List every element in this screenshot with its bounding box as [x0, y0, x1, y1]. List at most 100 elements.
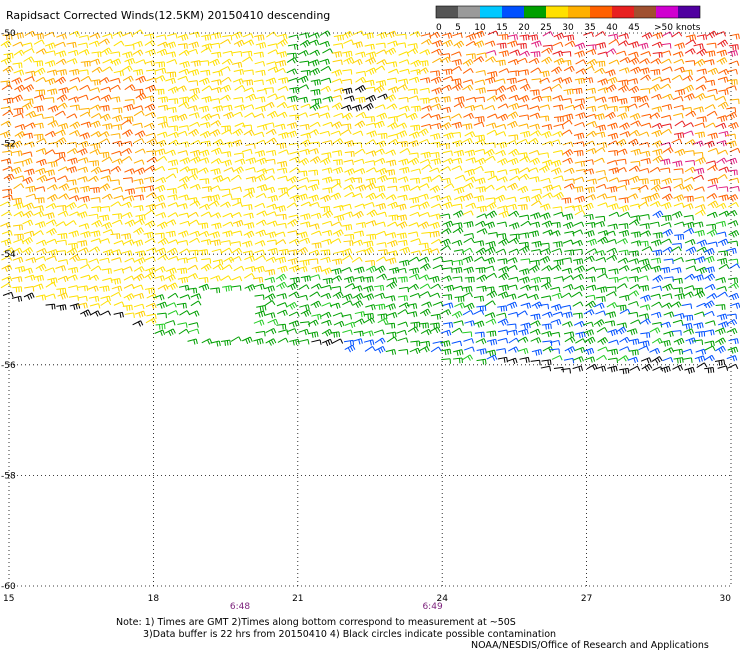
wind-barb — [596, 170, 606, 175]
wind-barb — [651, 240, 661, 246]
wind-barb — [211, 148, 221, 155]
wind-barb — [135, 251, 145, 257]
wind-barb — [36, 159, 46, 166]
wind-barb — [542, 193, 552, 199]
wind-barb — [496, 349, 506, 354]
wind-barb — [718, 90, 728, 95]
wind-barb — [342, 301, 352, 306]
wind-barb — [631, 267, 641, 273]
wind-barb — [607, 77, 617, 84]
wind-barb — [507, 78, 517, 84]
wind-barb — [299, 178, 309, 183]
wind-barb — [355, 312, 365, 317]
wind-barb — [616, 51, 626, 56]
wind-barb — [554, 260, 564, 266]
wind-barb — [233, 220, 243, 226]
wind-barb — [221, 189, 230, 194]
wind-barb — [717, 174, 727, 179]
wind-barb — [551, 67, 561, 74]
wind-barb — [726, 134, 736, 139]
wind-barb — [598, 231, 608, 237]
wind-barb — [563, 89, 573, 95]
wind-barb — [213, 71, 223, 76]
wind-barb — [101, 222, 111, 229]
wind-barb — [187, 106, 197, 112]
wind-barb — [111, 258, 121, 263]
wind-barb — [619, 180, 629, 185]
wind-barb — [498, 292, 508, 299]
wind-barb — [585, 357, 595, 363]
wind-barb — [277, 223, 287, 228]
wind-barb — [686, 35, 696, 41]
wind-barb — [189, 311, 199, 317]
wind-barb — [331, 131, 341, 136]
wind-barb — [517, 58, 527, 63]
wind-barb — [322, 49, 332, 53]
wind-barb — [376, 50, 386, 55]
wind-barb — [220, 95, 230, 101]
wind-barb — [584, 310, 594, 316]
wind-barb — [596, 61, 605, 67]
wind-barb — [706, 224, 715, 229]
wind-barb — [25, 123, 35, 129]
wind-barb — [199, 78, 209, 85]
wind-barb — [728, 195, 738, 202]
wind-barb — [14, 108, 23, 114]
wind-barb — [661, 44, 670, 49]
wind-barb — [562, 60, 571, 65]
wind-barb — [598, 203, 608, 208]
wind-barb — [629, 259, 639, 265]
wind-barb — [441, 196, 451, 202]
wind-barb — [629, 176, 639, 183]
wind-barb — [630, 320, 640, 325]
wind-barb — [333, 160, 342, 166]
wind-barb — [707, 293, 717, 299]
wind-barb — [167, 33, 177, 38]
wind-barb — [694, 107, 704, 113]
wind-barb — [46, 304, 55, 309]
wind-barb — [279, 192, 289, 197]
wind-barb — [596, 97, 606, 103]
wind-barb — [638, 276, 648, 281]
wind-barb — [595, 216, 604, 221]
wind-barb — [179, 97, 189, 103]
wind-barb — [420, 50, 430, 56]
wind-barb — [520, 35, 529, 41]
wind-barb — [343, 241, 352, 246]
wind-barb — [188, 94, 198, 101]
wind-barb — [672, 365, 682, 371]
wind-barb — [574, 122, 584, 127]
wind-barb — [520, 323, 530, 329]
wind-barb — [321, 66, 331, 70]
wind-barb — [232, 248, 242, 254]
wind-barb — [264, 102, 274, 108]
wind-barb — [397, 222, 407, 229]
wind-barb — [165, 329, 175, 336]
wind-barb — [444, 184, 454, 189]
pass-time-label: 6:49 — [422, 602, 442, 612]
wind-barb — [58, 260, 68, 265]
wind-barb — [729, 178, 739, 183]
wind-barb — [376, 168, 386, 175]
scale-swatch — [480, 6, 502, 18]
wind-barb — [443, 303, 453, 309]
wind-barb — [221, 276, 231, 281]
wind-barb — [210, 232, 220, 238]
wind-barb — [575, 113, 585, 119]
wind-barb — [102, 194, 112, 200]
wind-barb — [309, 259, 318, 264]
wind-barb — [13, 239, 23, 244]
wind-barb — [475, 117, 485, 123]
wind-barb — [123, 104, 133, 110]
wind-barb — [211, 341, 221, 346]
wind-barb — [542, 87, 552, 92]
wind-barb — [649, 348, 659, 354]
wind-barb — [265, 269, 275, 275]
wind-barb — [352, 105, 362, 112]
wind-barb — [81, 61, 90, 67]
wind-barb — [704, 355, 714, 361]
wind-barb — [651, 266, 661, 272]
wind-barb — [374, 285, 384, 290]
wind-barb — [474, 122, 484, 127]
wind-barb — [114, 196, 124, 201]
